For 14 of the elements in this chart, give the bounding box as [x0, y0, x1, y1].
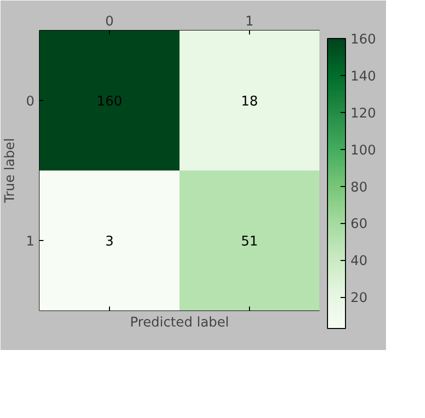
y-axis-title: True label — [3, 138, 18, 204]
color-bar-label: 120 — [350, 106, 376, 122]
color-bar-label: 80 — [350, 180, 368, 196]
color-bar-label: 140 — [350, 69, 376, 84]
data-label: 160 — [96, 94, 122, 110]
data-label: 51 — [241, 234, 258, 250]
color-bar-label: 20 — [350, 291, 368, 306]
color-bar-label: 100 — [350, 143, 376, 158]
color-bar-label: 40 — [350, 254, 368, 270]
data-label: 18 — [241, 94, 258, 110]
color-bar-label: 160 — [350, 32, 376, 48]
data-label: 3 — [105, 234, 114, 250]
color-bar-label: 60 — [350, 217, 368, 232]
x-axis-title: Predicted label — [130, 316, 230, 330]
